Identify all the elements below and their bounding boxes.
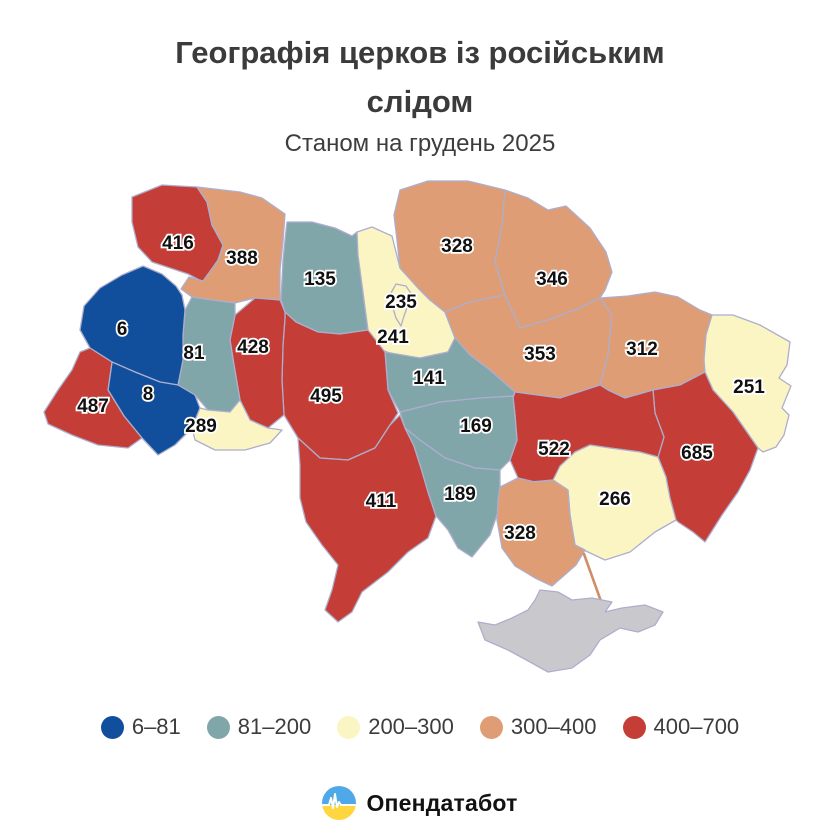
legend-item-bin2: 81–200 bbox=[206, 714, 312, 740]
map-value-labels: 416 388 135 235 241 328 346 6 81 428 495… bbox=[75, 231, 767, 546]
legend-label-bin3: 200–300 bbox=[368, 714, 454, 739]
label-kyiv-oblast: 241 bbox=[377, 327, 409, 348]
label-chernihiv: 328 bbox=[441, 236, 473, 257]
label-zhytomyr: 135 bbox=[304, 269, 336, 290]
legend-dot-blue-icon bbox=[100, 715, 124, 739]
legend-item-bin1: 6–81 bbox=[100, 714, 181, 740]
region-kherson bbox=[496, 477, 586, 587]
legend-dot-yellow-icon bbox=[337, 715, 361, 739]
region-sumy bbox=[494, 189, 613, 329]
label-lviv: 6 bbox=[117, 319, 128, 340]
region-odesa bbox=[297, 414, 437, 623]
label-vinnytsia: 495 bbox=[310, 386, 342, 407]
page-title: Географія церков із російським слідом bbox=[175, 35, 665, 119]
region-zakarpattia bbox=[43, 347, 143, 449]
label-mykolaiv: 189 bbox=[444, 484, 476, 505]
label-sumy: 346 bbox=[536, 269, 568, 290]
label-ivano-frankivsk: 8 bbox=[143, 384, 154, 405]
label-kharkiv: 312 bbox=[626, 339, 658, 360]
label-donetsk: 685 bbox=[681, 443, 713, 464]
page-subtitle: Станом на грудень 2025 bbox=[284, 130, 556, 157]
label-odesa: 411 bbox=[366, 491, 397, 512]
legend-label-bin4: 300–400 bbox=[510, 714, 597, 739]
region-cherkasy bbox=[384, 337, 516, 413]
label-khmelnytskyi: 428 bbox=[237, 337, 269, 358]
brand-name: Опендатабот bbox=[366, 789, 518, 816]
region-chernivtsi bbox=[191, 399, 283, 451]
label-ternopil: 81 bbox=[183, 343, 205, 364]
region-crimea bbox=[477, 589, 664, 673]
legend-item-bin5: 400–700 bbox=[622, 714, 740, 740]
region-kyiv-city bbox=[390, 283, 413, 327]
brand-footer: Опендатабот bbox=[0, 786, 840, 820]
label-kyiv-city: 235 bbox=[385, 292, 417, 313]
region-mykolaiv bbox=[404, 427, 501, 558]
label-luhansk: 251 bbox=[733, 377, 765, 398]
label-kherson: 328 bbox=[504, 523, 536, 544]
label-zaporizhzhia: 266 bbox=[599, 489, 631, 510]
legend: 6–81 81–200 200–300 300–400 400–700 bbox=[0, 714, 840, 740]
legend-label-bin1: 6–81 bbox=[131, 714, 181, 739]
label-volyn: 416 bbox=[162, 233, 194, 254]
label-rivne: 388 bbox=[226, 248, 258, 269]
opendatabot-logo-icon bbox=[322, 786, 357, 820]
legend-label-bin2: 81–200 bbox=[237, 714, 312, 739]
label-cherkasy: 141 bbox=[413, 368, 445, 389]
label-chernivtsi: 289 bbox=[185, 416, 217, 437]
legend-dot-red-icon bbox=[622, 715, 646, 739]
legend-item-bin3: 200–300 bbox=[337, 714, 454, 740]
legend-label-bin5: 400–700 bbox=[653, 714, 740, 739]
legend-dot-teal-icon bbox=[206, 715, 230, 739]
legend-item-bin4: 300–400 bbox=[479, 714, 597, 740]
label-zakarpattia: 487 bbox=[77, 396, 109, 417]
label-poltava: 353 bbox=[524, 344, 556, 365]
map-regions bbox=[43, 180, 792, 673]
label-kirovohrad: 169 bbox=[460, 416, 492, 437]
legend-dot-salmon-icon bbox=[479, 715, 503, 739]
label-dnipropetrovsk: 522 bbox=[538, 439, 570, 460]
